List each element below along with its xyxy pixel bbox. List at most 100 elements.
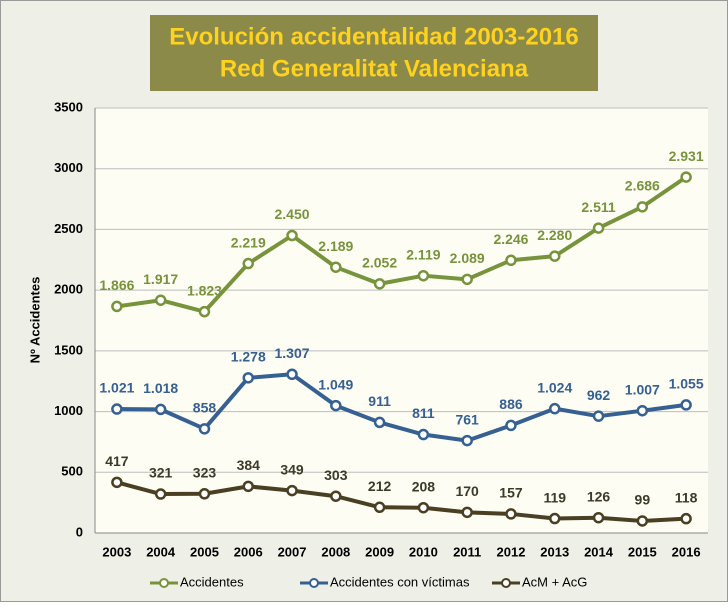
- point: [417, 269, 430, 282]
- point: [417, 501, 430, 514]
- data-label: 2.450: [275, 206, 310, 222]
- point: [636, 201, 649, 213]
- data-label: 1.278: [231, 349, 266, 365]
- data-label: 349: [280, 461, 304, 477]
- point: [680, 512, 692, 525]
- point: [242, 257, 254, 270]
- data-label: 1.049: [318, 376, 353, 392]
- legend-label: Accidentes: [180, 574, 244, 589]
- x-tick-label: 2010: [409, 544, 438, 559]
- data-label: 119: [543, 489, 566, 505]
- data-label: 1.055: [669, 376, 704, 392]
- data-label: 962: [587, 387, 611, 403]
- x-tick-label: 2012: [497, 544, 526, 559]
- point: [373, 501, 386, 514]
- point: [461, 434, 473, 447]
- point: [198, 305, 211, 318]
- chart-title: Evolución accidentalidad 2003-2016: [169, 23, 579, 50]
- point: [330, 261, 342, 273]
- point: [417, 428, 430, 441]
- legend-label: AcM + AcG: [522, 574, 587, 589]
- series-line: [116, 480, 687, 523]
- plot-area: [95, 108, 708, 533]
- y-tick-label: 0: [76, 524, 83, 539]
- legend-label: Accidentes con víctimas: [330, 574, 470, 589]
- data-label: 384: [237, 457, 261, 473]
- data-label: 1.823: [187, 282, 222, 298]
- chart-subtitle: Red Generalitat Valenciana: [220, 55, 529, 82]
- point: [286, 484, 298, 497]
- data-label: 2.052: [362, 255, 397, 271]
- data-label: 1.866: [99, 277, 134, 293]
- point: [461, 273, 473, 286]
- data-label: 99: [635, 492, 651, 508]
- data-label: 858: [193, 400, 217, 416]
- data-label: 2.189: [318, 238, 353, 254]
- y-tick-label: 2500: [54, 221, 83, 236]
- point: [505, 254, 517, 267]
- point: [592, 410, 605, 422]
- y-axis-label: Nº Accidentes: [27, 277, 42, 364]
- point: [680, 399, 692, 411]
- data-label: 1.021: [99, 380, 134, 396]
- data-label: 2.686: [625, 178, 660, 194]
- point: [242, 372, 254, 384]
- legend-marker: [309, 578, 319, 588]
- point: [549, 512, 561, 525]
- point: [592, 511, 605, 524]
- x-tick-label: 2007: [278, 544, 307, 559]
- x-tick-label: 2004: [146, 544, 176, 559]
- point: [592, 222, 605, 234]
- data-label: 1.307: [275, 345, 310, 361]
- point: [330, 490, 342, 502]
- data-label: 1.024: [537, 379, 572, 395]
- point: [505, 508, 517, 520]
- x-tick-label: 2015: [628, 544, 657, 559]
- data-label: 118: [675, 489, 698, 505]
- data-label: 761: [455, 411, 479, 427]
- point: [154, 403, 167, 416]
- data-label: 212: [368, 478, 392, 494]
- data-label: 1.917: [143, 271, 178, 287]
- y-tick-label: 1500: [54, 342, 83, 357]
- x-tick-label: 2011: [453, 544, 481, 559]
- point: [330, 399, 342, 412]
- data-label: 126: [587, 488, 611, 504]
- data-label: 811: [412, 405, 435, 421]
- data-label: 170: [455, 483, 479, 499]
- y-tick-label: 3500: [54, 99, 83, 114]
- data-label: 323: [193, 464, 217, 480]
- data-label: 2.089: [450, 250, 485, 266]
- point: [461, 506, 473, 519]
- data-label: 417: [105, 453, 129, 469]
- data-label: 1.007: [625, 381, 660, 397]
- data-label: 303: [324, 467, 348, 483]
- legend-marker: [159, 578, 169, 588]
- point: [505, 419, 517, 432]
- x-tick-label: 2013: [540, 544, 569, 559]
- y-tick-label: 2000: [54, 282, 83, 297]
- data-label: 2.219: [231, 234, 266, 250]
- x-tick-label: 2009: [365, 544, 394, 559]
- x-tick-label: 2005: [190, 544, 219, 559]
- point: [549, 250, 561, 262]
- point: [198, 423, 211, 435]
- data-label: 886: [499, 396, 523, 412]
- point: [111, 476, 123, 489]
- data-label: 2.280: [537, 227, 572, 243]
- x-tick-label: 2006: [234, 544, 263, 559]
- point: [198, 488, 211, 500]
- point: [286, 229, 298, 242]
- data-label: 321: [149, 465, 173, 481]
- data-label: 2.246: [493, 231, 528, 247]
- point: [242, 480, 254, 493]
- point: [373, 278, 386, 290]
- x-tick-label: 2014: [584, 544, 614, 559]
- x-tick-label: 2016: [672, 544, 701, 559]
- x-tick-label: 2003: [102, 544, 131, 559]
- data-label: 1.018: [143, 380, 178, 396]
- title-box: [150, 15, 598, 91]
- x-tick-label: 2008: [321, 544, 350, 559]
- data-label: 2.931: [669, 148, 704, 164]
